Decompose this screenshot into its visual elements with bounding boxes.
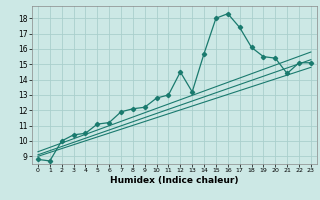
- X-axis label: Humidex (Indice chaleur): Humidex (Indice chaleur): [110, 176, 239, 185]
